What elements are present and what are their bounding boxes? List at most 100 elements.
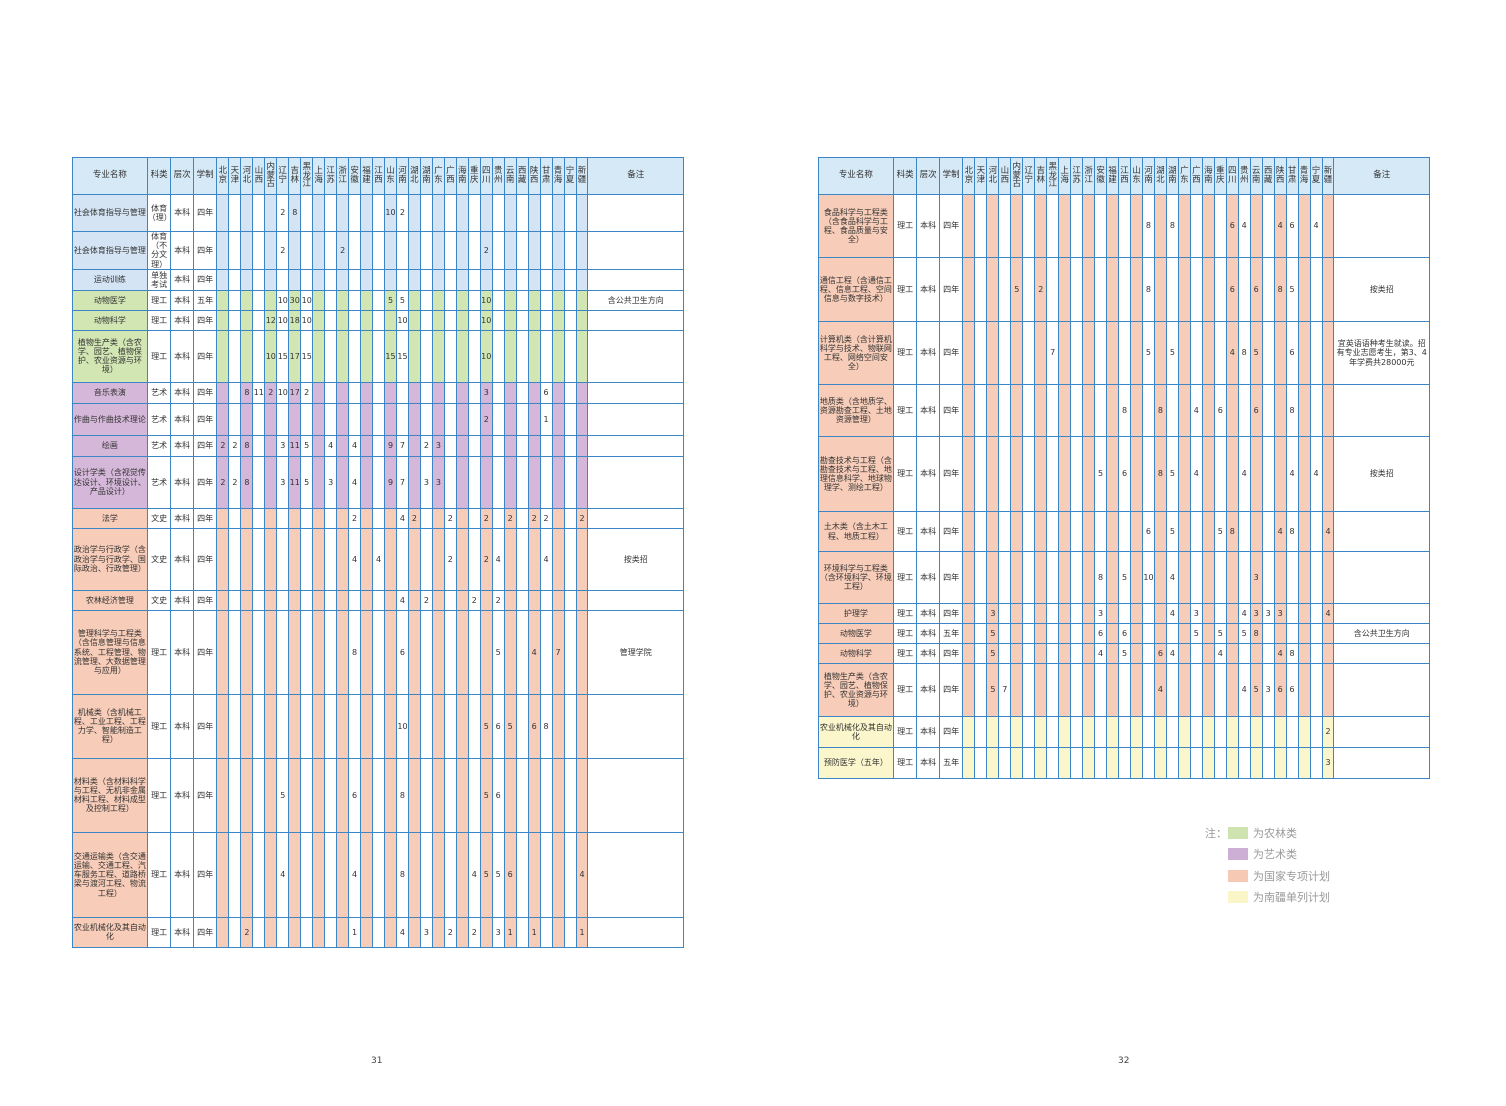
quota-cell — [1130, 511, 1143, 552]
quota-cell — [1130, 623, 1143, 644]
quota-cell: 5 — [1165, 511, 1179, 552]
quota-cell — [336, 402, 350, 436]
quota-cell — [491, 381, 505, 404]
legend-label-national: 为国家专项计划 — [1253, 869, 1330, 883]
quota-cell — [467, 309, 481, 331]
header-province: 山东 — [384, 157, 397, 195]
quota-cell: 3 — [1261, 603, 1275, 624]
quota-cell — [575, 455, 589, 509]
quota-cell — [288, 402, 302, 436]
quota-cell — [527, 289, 541, 311]
quota-cell — [1118, 747, 1132, 779]
quota-cell — [527, 527, 541, 591]
quota-cell — [515, 434, 529, 457]
quota-cell — [252, 402, 266, 436]
quota-cell — [539, 455, 553, 509]
quota-cell: 10 — [264, 329, 278, 383]
header-province: 安徽 — [348, 157, 362, 195]
degree-level: 本科 — [170, 194, 194, 232]
quota-cell: 1 — [527, 916, 541, 948]
quota-cell — [1118, 716, 1132, 748]
quota-cell — [1153, 321, 1167, 385]
quota-cell — [360, 402, 374, 436]
quota-cell — [1309, 623, 1323, 644]
quota-cell — [1321, 643, 1335, 664]
quota-cell: 2 — [419, 434, 433, 457]
quota-cell — [419, 757, 433, 833]
quota-cell — [395, 527, 409, 591]
degree-level: 本科 — [170, 309, 194, 331]
quota-cell — [348, 194, 362, 232]
quota-cell — [1022, 716, 1036, 748]
quota-cell — [419, 527, 433, 591]
quota-cell — [264, 402, 278, 436]
quota-cell — [998, 194, 1012, 258]
quota-cell — [551, 507, 565, 529]
quota-cell — [372, 289, 386, 311]
quota-cell — [1285, 603, 1299, 624]
quota-cell: 4 — [1213, 643, 1227, 664]
quota-cell — [1130, 603, 1143, 624]
quota-cell — [1082, 257, 1096, 322]
quota-cell — [974, 747, 988, 779]
quota-cell — [216, 507, 230, 529]
quota-cell — [1309, 321, 1323, 385]
quota-cell — [1297, 384, 1311, 437]
quota-cell — [324, 402, 338, 436]
quota-cell — [962, 511, 976, 552]
quota-cell — [1034, 623, 1048, 644]
quota-cell — [1118, 321, 1132, 385]
quota-cell: 8 — [1285, 511, 1299, 552]
quota-cell — [1153, 194, 1167, 258]
quota-cell — [264, 693, 278, 759]
quota-cell — [1177, 436, 1191, 512]
table-row: 通信工程（含通信工程、信息工程、空间信息与数字技术） 理工 本科 四年 5 2 8 6 6 8 5 按… — [818, 257, 1430, 322]
quota-cell — [252, 194, 266, 232]
subject-type: 艺术 — [146, 381, 172, 404]
quota-cell — [503, 231, 517, 270]
quota-cell: 11 — [288, 455, 302, 509]
quota-cell — [962, 384, 976, 437]
quota-cell — [228, 589, 242, 611]
quota-cell — [539, 289, 553, 311]
header-province: 广东 — [431, 157, 445, 195]
quota-cell — [372, 757, 386, 833]
quota-cell: 5 — [986, 623, 1000, 644]
quota-cell — [1141, 436, 1155, 512]
quota-cell — [1022, 257, 1036, 322]
quota-cell — [1130, 747, 1143, 779]
quota-cell: 2 — [276, 231, 290, 270]
quota-cell: 6 — [491, 757, 505, 833]
quota-cell — [491, 434, 505, 457]
quota-cell — [1309, 747, 1323, 779]
quota-cell — [1261, 194, 1275, 258]
quota-cell: 7 — [551, 609, 565, 695]
quota-cell — [1213, 257, 1227, 322]
quota-cell: 6 — [1094, 623, 1108, 644]
quota-cell — [503, 402, 517, 436]
quota-cell — [1070, 194, 1084, 258]
quota-cell — [288, 268, 302, 291]
quota-cell — [431, 381, 445, 404]
quota-cell — [551, 329, 565, 383]
quota-cell: 6 — [1118, 436, 1132, 512]
header-province: 北京 — [216, 157, 230, 195]
quota-cell: 2 — [228, 455, 242, 509]
quota-cell — [264, 268, 278, 291]
quota-cell — [551, 268, 565, 291]
quota-cell — [1046, 716, 1060, 748]
quota-cell — [467, 507, 481, 529]
major-name: 绘画 — [72, 434, 148, 457]
quota-cell — [324, 757, 338, 833]
header-province: 福建 — [1106, 157, 1120, 195]
quota-cell — [216, 289, 230, 311]
header-province: 上海 — [312, 157, 326, 195]
quota-cell — [551, 289, 565, 311]
header-province: 甘肃 — [1285, 157, 1299, 195]
quota-cell — [264, 757, 278, 833]
quota-cell: 10 — [300, 289, 314, 311]
quota-cell — [1118, 603, 1132, 624]
quota-cell — [431, 289, 445, 311]
quota-cell — [228, 693, 242, 759]
quota-cell — [974, 257, 988, 322]
